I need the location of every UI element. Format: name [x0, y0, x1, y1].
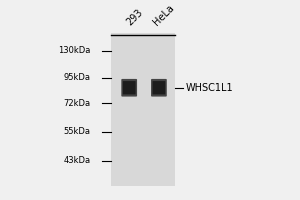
Bar [111, 33, 175, 186]
FancyBboxPatch shape [123, 81, 136, 94]
FancyBboxPatch shape [152, 81, 165, 94]
Text: HeLa: HeLa [152, 3, 176, 27]
Text: 130kDa: 130kDa [58, 46, 91, 55]
Text: 293: 293 [125, 7, 145, 27]
Text: 95kDa: 95kDa [64, 73, 91, 82]
FancyBboxPatch shape [121, 79, 137, 97]
Text: 55kDa: 55kDa [64, 127, 91, 136]
Text: 43kDa: 43kDa [63, 156, 91, 165]
FancyBboxPatch shape [151, 79, 167, 97]
Text: WHSC1L1: WHSC1L1 [186, 83, 233, 93]
Text: 72kDa: 72kDa [63, 99, 91, 108]
